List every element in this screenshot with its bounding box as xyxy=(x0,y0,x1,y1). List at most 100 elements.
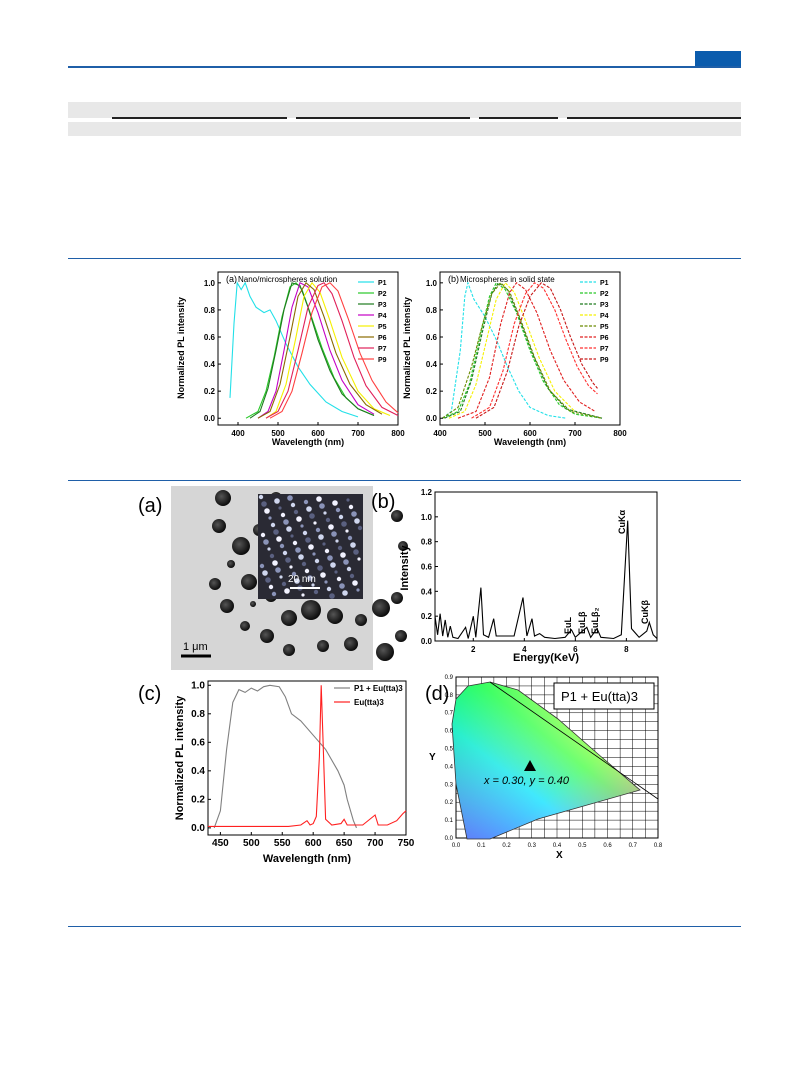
inset-grain xyxy=(305,537,311,543)
y-tick-label: 0.4 xyxy=(421,587,433,596)
cie-x-tick-label: 0.0 xyxy=(452,843,461,849)
inset-grain xyxy=(338,514,344,520)
legend-label: P4 xyxy=(378,313,387,320)
inset-grain xyxy=(271,591,277,597)
y-tick-label: 0.0 xyxy=(426,414,438,423)
figure-2-panel-c: (c) 450 500 550 600 650 700 750 0.0 0.2 0.4 0.6 0.8… xyxy=(138,680,415,864)
section-rule-1 xyxy=(68,258,741,259)
x-tick-label: 400 xyxy=(433,429,447,438)
inset-grain xyxy=(294,578,300,584)
y-tick-label: 0.4 xyxy=(426,360,438,369)
inset-grain xyxy=(346,498,350,502)
inset-grain xyxy=(351,511,357,517)
y-tick-label: 0.2 xyxy=(191,794,205,805)
cie-x-tick-label: 0.4 xyxy=(553,843,562,849)
figure-2-panel-b: (b) 2 4 6 80.00.20.40.60.81.01.2 CuKα CuKβ … xyxy=(371,488,658,664)
peak-label-eul: EuL xyxy=(563,616,573,634)
inset-grain xyxy=(273,529,279,535)
x-axis-label: Wavelength (nm) xyxy=(494,437,566,447)
x-tick-label: 4 xyxy=(522,645,527,654)
tem-sphere xyxy=(240,621,250,631)
inset-grain xyxy=(314,558,320,564)
series-line-4 xyxy=(257,282,375,419)
inset-grain xyxy=(310,514,314,518)
x-tick-label: 600 xyxy=(305,838,322,849)
inset-grain xyxy=(354,550,358,554)
legend-label: P6 xyxy=(600,335,609,342)
cie-x-tick-label: 0.5 xyxy=(578,843,587,849)
y-tick-label: 0.4 xyxy=(191,766,205,777)
y-tick-label: 0.6 xyxy=(191,737,205,748)
y-tick-label: 1.0 xyxy=(421,513,433,522)
inset-grain xyxy=(324,580,328,584)
table-rule-4 xyxy=(567,117,741,119)
inset-grain xyxy=(311,583,315,587)
peak-label-eulb2: EuLβ₂ xyxy=(590,608,600,635)
panel-label: (b) xyxy=(371,491,395,513)
figure-1-panel-a: (a) Nano/microspheres solution 400 500 600… xyxy=(176,271,405,447)
inset-grain xyxy=(299,555,303,559)
inset-grain xyxy=(281,581,287,587)
inset-grain xyxy=(259,563,265,569)
cie-x-tick-label: 0.8 xyxy=(654,843,663,849)
inset-grain xyxy=(327,555,333,561)
inset-grain xyxy=(345,529,349,533)
inset-grain xyxy=(344,560,348,564)
cie-y-tick-label: 0.3 xyxy=(445,782,454,788)
cie-point-marker xyxy=(524,760,536,771)
cie-y-tick-label: 0.0 xyxy=(445,836,454,842)
y-tick-label: 0.2 xyxy=(421,612,433,621)
legend-label: Eu(tta)3 xyxy=(354,698,384,707)
y-axis-label: Y xyxy=(429,752,436,763)
inset-grain xyxy=(318,534,324,540)
tem-sphere xyxy=(220,599,234,613)
x-tick-label: 800 xyxy=(391,429,405,438)
inset-grain xyxy=(317,565,323,571)
inset-grain xyxy=(290,502,296,508)
series-line-3 xyxy=(249,282,375,419)
inset-grain xyxy=(322,542,326,546)
inset-grain xyxy=(316,496,322,502)
inset-grain xyxy=(347,535,353,541)
inset-grain xyxy=(278,506,282,510)
cie-y-tick-label: 0.9 xyxy=(445,675,454,681)
section-rule-3 xyxy=(68,926,741,927)
x-tick-label: 650 xyxy=(336,838,353,849)
inset-grain xyxy=(302,530,308,536)
inset-grain xyxy=(350,542,356,548)
section-rule-2 xyxy=(68,480,741,481)
inset-grain xyxy=(343,591,347,595)
inset-grain xyxy=(313,521,317,525)
cie-y-tick-label: 0.5 xyxy=(445,747,454,753)
y-axis-label: Intensity xyxy=(399,545,411,591)
x-tick-label: 700 xyxy=(351,429,365,438)
inset-grain xyxy=(307,575,313,581)
inset-grain xyxy=(304,568,310,574)
inset-grain xyxy=(308,544,314,550)
y-tick-label: 0.2 xyxy=(204,387,216,396)
x-tick-label: 700 xyxy=(367,838,384,849)
legend-label: P7 xyxy=(600,346,609,353)
y-tick-label: 0.4 xyxy=(204,360,216,369)
cie-label-text: P1 + Eu(tta)3 xyxy=(561,689,638,704)
tem-sphere xyxy=(241,574,257,590)
cie-x-tick-label: 0.6 xyxy=(603,843,612,849)
x-axis-label: Wavelength (nm) xyxy=(263,853,352,864)
inset-grain xyxy=(265,509,269,513)
table-rule-1 xyxy=(112,117,287,119)
cie-y-tick-label: 0.6 xyxy=(445,729,454,735)
y-tick-label: 1.2 xyxy=(421,488,433,497)
inset-grain xyxy=(339,583,345,589)
x-tick-label: 450 xyxy=(212,838,229,849)
cie-y-tick-label: 0.4 xyxy=(445,764,454,770)
inset-grain xyxy=(295,547,301,553)
y-tick-label: 0.0 xyxy=(204,414,216,423)
x-tick-label: 2 xyxy=(471,645,476,654)
legend-label: P2 xyxy=(378,291,387,298)
y-tick-label: 0.6 xyxy=(426,333,438,342)
inset-grain xyxy=(349,573,355,579)
panel-label: (b) xyxy=(448,274,459,284)
peak-label-cuka: CuKα xyxy=(617,510,627,534)
tem-sphere xyxy=(391,592,403,604)
tem-sphere xyxy=(260,629,274,643)
